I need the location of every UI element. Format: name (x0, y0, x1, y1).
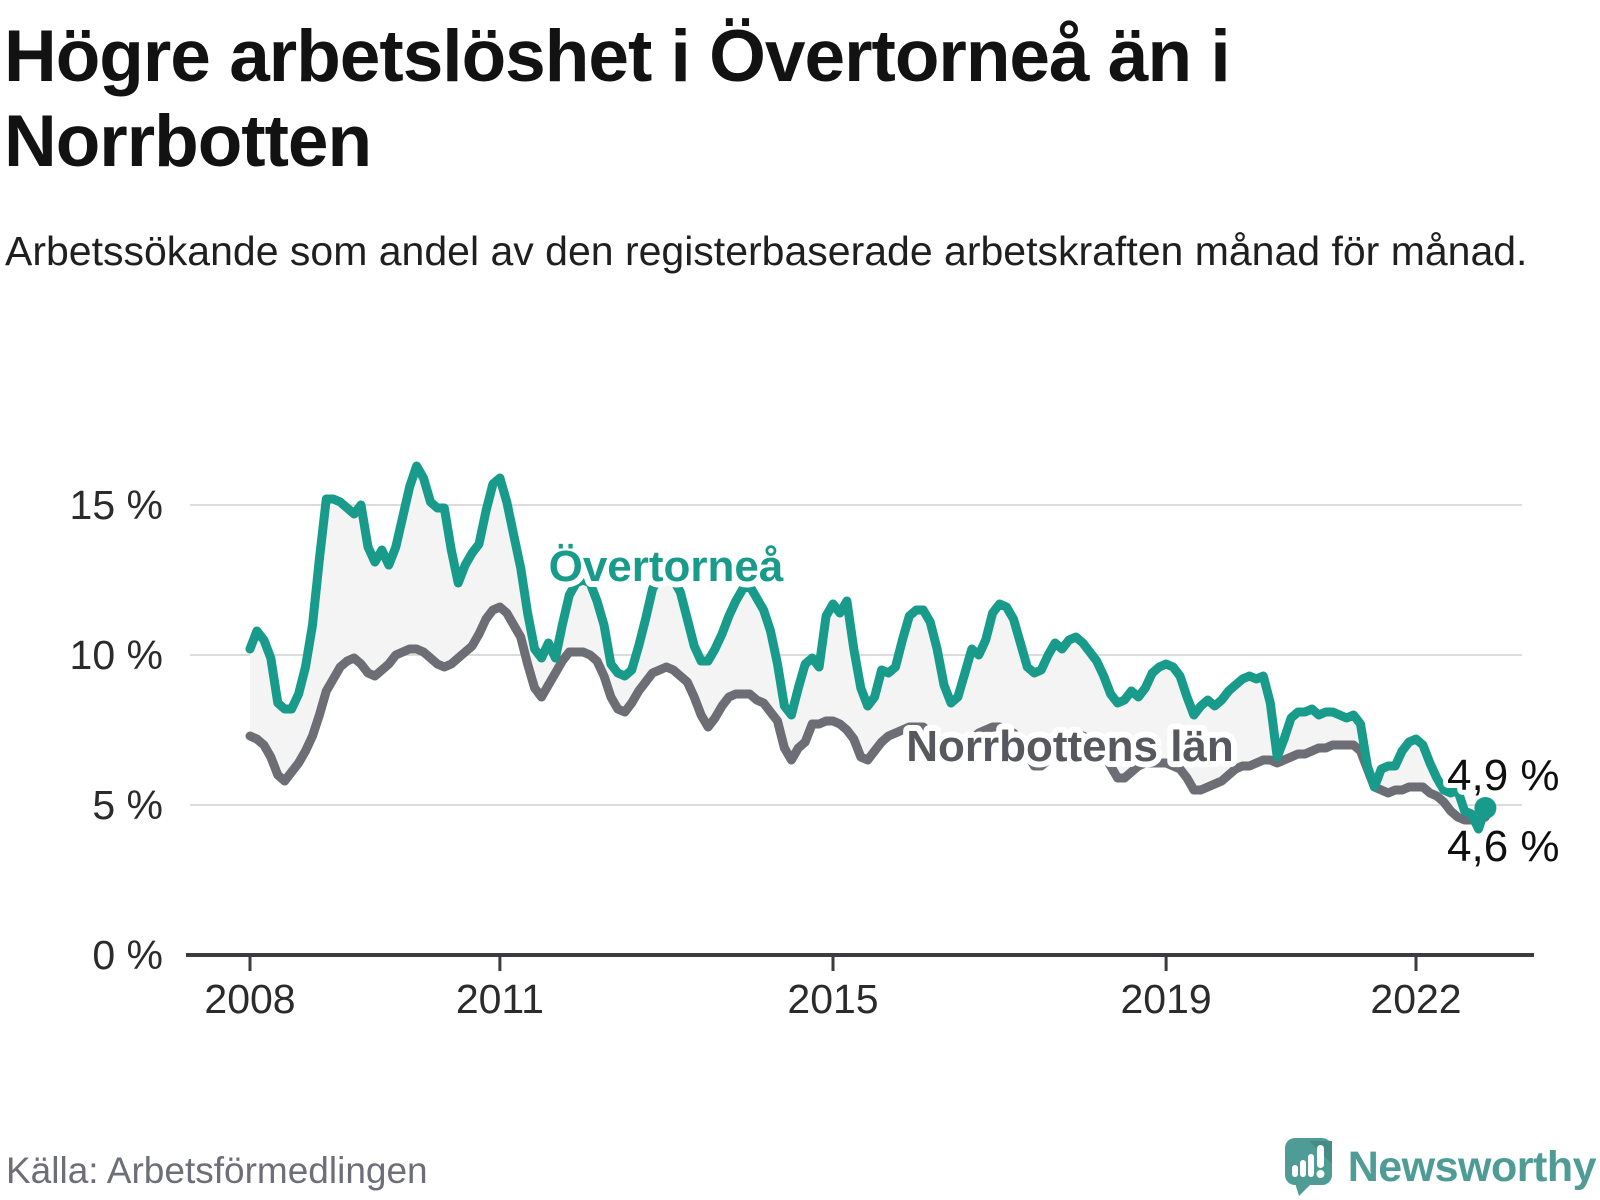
x-axis-tick-label: 2022 (1370, 976, 1461, 1022)
x-tick-group: 2015 (787, 957, 879, 1022)
overtornea-end-value-label: 4,9 % (1447, 751, 1560, 800)
newsworthy-logo: Newsworthy (1284, 1134, 1597, 1200)
newsworthy-logo-icon (1284, 1138, 1332, 1196)
overtornea-series-line (245, 461, 1490, 834)
chart-title: Högre arbetslöshet i Övertorneå än i Nor… (4, 16, 1231, 183)
y-axis-tick-label-10: 10 % (70, 632, 163, 678)
x-axis-tick-label: 2019 (1120, 976, 1211, 1022)
x-tick-group: 2011 (456, 957, 544, 1022)
y-axis-tick-label-15: 15 % (70, 482, 163, 528)
x-axis-tick-label: 2015 (787, 976, 878, 1022)
norrbotten-series-label: Norrbottens län (906, 722, 1234, 771)
x-axis-tick-label: 2008 (204, 976, 295, 1022)
x-tick-group: 2008 (204, 957, 296, 1022)
overtornea-series-label: Övertorneå (549, 542, 784, 591)
x-tick-group: 2019 (1120, 957, 1212, 1022)
last-point-dot (1474, 797, 1497, 819)
series-gap-band (250, 466, 1486, 829)
chart-subtitle: Arbetssökande som andel av den registerb… (5, 228, 1528, 274)
x-tick-group: 2022 (1370, 957, 1462, 1022)
y-axis-tick-label-5: 5 % (92, 782, 163, 828)
x-axis-tick-label: 2011 (456, 976, 544, 1022)
source-note: Källa: Arbetsförmedlingen (6, 1150, 428, 1191)
newsworthy-wordmark: Newsworthy (1347, 1142, 1597, 1191)
y-axis-tick-label-0: 0 % (92, 932, 163, 978)
norrbotten-end-value-label: 4,6 % (1447, 822, 1560, 871)
norrbotten-series-line (245, 602, 1490, 825)
